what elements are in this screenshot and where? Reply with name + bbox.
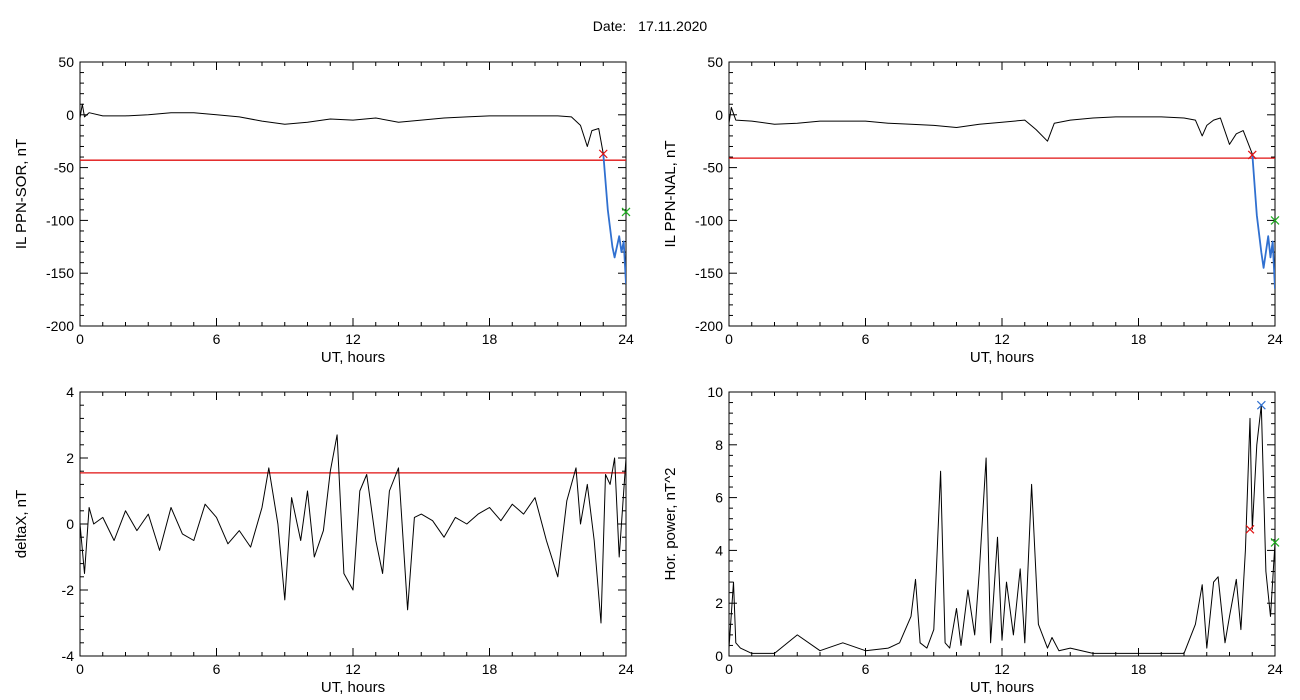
x-axis-label: UT, hours xyxy=(321,349,385,366)
x-tick-label: 12 xyxy=(994,331,1010,347)
y-axis-label: IL PPN-NAL, nT xyxy=(662,141,679,248)
event-marker xyxy=(1247,150,1257,160)
event-marker xyxy=(1256,400,1266,410)
y-tick-label: -50 xyxy=(54,160,74,176)
x-axis-label: UT, hours xyxy=(970,679,1034,696)
x-tick-label: 24 xyxy=(1267,331,1283,347)
x-tick-label: 6 xyxy=(862,661,870,677)
y-tick-label: 10 xyxy=(707,384,723,400)
x-tick-label: 6 xyxy=(862,331,870,347)
event-marker xyxy=(1245,524,1255,534)
plot-area xyxy=(80,434,626,624)
y-tick-label: 2 xyxy=(715,595,723,611)
x-tick-label: 24 xyxy=(1267,661,1283,677)
x-tick-label: 18 xyxy=(1131,331,1147,347)
y-axis-label: IL PPN-SOR, nT xyxy=(13,139,30,249)
x-axis-label: UT, hours xyxy=(321,679,385,696)
y-tick-label: 50 xyxy=(707,54,723,70)
x-tick-label: 18 xyxy=(482,661,498,677)
x-tick-label: 18 xyxy=(1131,661,1147,677)
series-line xyxy=(729,404,1275,654)
y-tick-label: 0 xyxy=(715,107,723,123)
x-tick-label: 0 xyxy=(76,331,84,347)
date-value: 17.11.2020 xyxy=(638,18,708,34)
figure-date-title: Date: 17.11.2020 xyxy=(0,18,1300,34)
x-axis-label: UT, hours xyxy=(970,349,1034,366)
x-tick-label: 0 xyxy=(76,661,84,677)
series-line xyxy=(1251,153,1275,290)
plot-area xyxy=(80,103,626,284)
event-marker xyxy=(621,207,631,217)
date-label: Date: xyxy=(592,18,627,34)
x-tick-label: 24 xyxy=(618,661,634,677)
event-marker xyxy=(1270,215,1280,225)
y-tick-label: 2 xyxy=(66,450,74,466)
y-tick-label: 4 xyxy=(66,384,74,400)
x-tick-label: 6 xyxy=(213,661,221,677)
plot-area xyxy=(729,404,1275,654)
y-tick-label: 50 xyxy=(58,54,74,70)
chart-panel-top-left: 0 6 12 18 24 -200 -150 -100 -50 0 50 UT, hours IL PP… xyxy=(13,54,634,366)
x-tick-label: 6 xyxy=(213,331,221,347)
y-tick-label: -150 xyxy=(46,265,74,281)
event-marker xyxy=(1270,538,1280,547)
series-line xyxy=(80,434,626,624)
axes-frame xyxy=(728,61,1276,327)
y-tick-label: 0 xyxy=(66,107,74,123)
x-tick-label: 18 xyxy=(482,331,498,347)
y-tick-label: 6 xyxy=(715,490,723,506)
x-tick-label: 0 xyxy=(725,661,733,677)
y-tick-label: 4 xyxy=(715,542,723,558)
axes-frame xyxy=(79,391,627,657)
series-line xyxy=(80,103,604,154)
axes-frame xyxy=(728,391,1276,657)
y-tick-label: -100 xyxy=(695,212,723,228)
y-tick-label: -50 xyxy=(703,160,723,176)
y-tick-label: 0 xyxy=(66,516,74,532)
x-tick-label: 12 xyxy=(994,661,1010,677)
axes-frame xyxy=(79,61,627,327)
series-line xyxy=(729,106,1253,155)
x-tick-label: 12 xyxy=(345,331,361,347)
series-line xyxy=(602,153,626,284)
y-axis-label: deltaX, nT xyxy=(13,490,30,558)
chart-panel-top-right: 0 6 12 18 24 -200 -150 -100 -50 0 50 UT, hours IL PP… xyxy=(662,54,1283,366)
y-tick-label: -200 xyxy=(695,318,723,334)
y-tick-label: -2 xyxy=(62,582,75,598)
y-tick-label: 0 xyxy=(715,648,723,664)
y-tick-label: -200 xyxy=(46,318,74,334)
plot-area xyxy=(729,106,1275,290)
y-tick-label: 8 xyxy=(715,437,723,453)
x-tick-label: 24 xyxy=(618,331,634,347)
event-marker xyxy=(598,149,608,159)
y-axis-label: Hor. power, nT^2 xyxy=(662,468,679,581)
x-tick-label: 0 xyxy=(725,331,733,347)
y-tick-label: -100 xyxy=(46,212,74,228)
y-tick-label: -150 xyxy=(695,265,723,281)
x-tick-label: 12 xyxy=(345,661,361,677)
y-tick-label: -4 xyxy=(62,648,75,664)
